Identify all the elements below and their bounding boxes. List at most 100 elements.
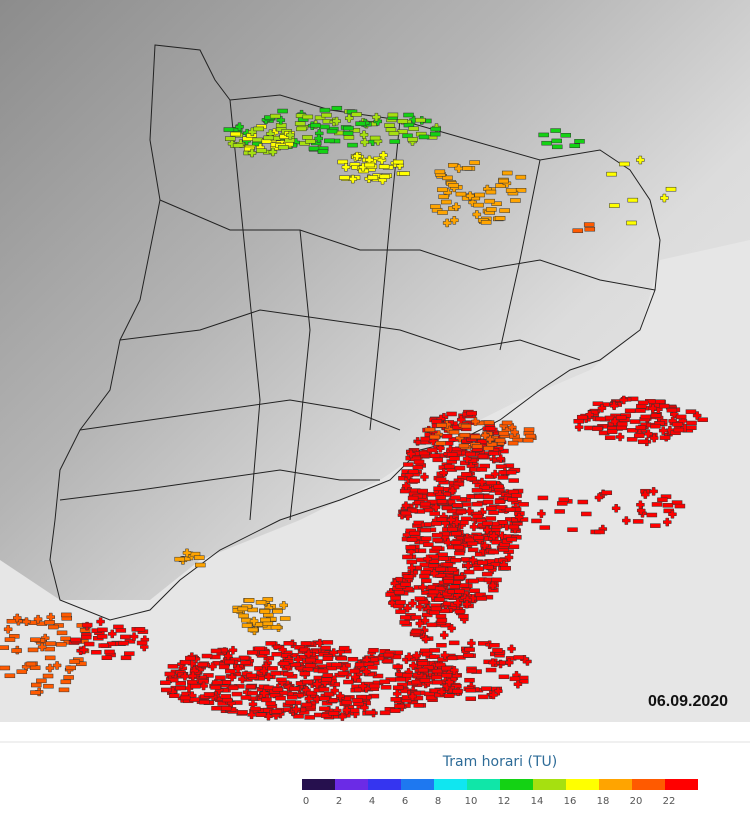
lightning	[270, 671, 281, 676]
lightning	[294, 645, 305, 650]
lightning	[452, 503, 463, 508]
lightning	[460, 423, 472, 429]
lightning	[331, 105, 343, 111]
lightning	[29, 665, 41, 670]
lightning	[390, 595, 401, 601]
lightning	[457, 415, 466, 424]
lightning	[451, 531, 462, 536]
lightning	[330, 686, 339, 695]
lightning	[441, 673, 453, 678]
lightning	[615, 432, 625, 442]
lightning	[415, 117, 426, 123]
lightning	[462, 653, 474, 658]
lightning	[362, 667, 371, 676]
lightning	[441, 199, 452, 205]
lightning	[175, 685, 186, 691]
lightning	[489, 531, 498, 541]
lightning	[56, 642, 67, 647]
lightning	[454, 609, 466, 614]
lightning	[441, 665, 452, 671]
lightning	[318, 696, 330, 701]
lightning	[429, 453, 441, 458]
lightning	[269, 693, 281, 698]
lightning	[246, 673, 257, 679]
lightning	[442, 505, 453, 511]
lightning	[495, 464, 507, 469]
lightning	[449, 456, 460, 461]
lightning	[232, 143, 244, 148]
lightning	[410, 629, 422, 635]
lightning	[443, 693, 455, 698]
lightning	[81, 634, 92, 640]
lightning	[464, 647, 475, 652]
lightning	[365, 710, 376, 715]
lightning	[408, 469, 419, 474]
lightning	[351, 112, 362, 117]
legend-tick: 6	[402, 796, 408, 807]
lightning	[401, 501, 411, 510]
lightning	[187, 679, 198, 685]
lightning	[255, 712, 267, 717]
lightning	[259, 650, 270, 655]
lightning	[352, 698, 363, 703]
lightning	[490, 469, 500, 479]
lightning	[44, 620, 55, 625]
lightning	[101, 655, 113, 661]
lightning	[203, 692, 215, 697]
lightning	[508, 524, 520, 530]
lightning	[188, 671, 198, 681]
lightning	[454, 465, 466, 471]
lightning	[454, 589, 465, 594]
lightning	[402, 554, 413, 560]
lightning	[626, 428, 638, 433]
lightning	[331, 662, 342, 668]
lightning	[473, 566, 484, 571]
lightning	[201, 653, 213, 659]
legend-swatch	[302, 779, 335, 790]
lightning	[431, 521, 442, 526]
lightning	[129, 632, 139, 641]
lightning	[291, 705, 301, 714]
lightning	[458, 443, 470, 449]
lightning	[96, 617, 105, 626]
lightning	[641, 490, 650, 499]
lightning	[417, 661, 429, 666]
lightning	[328, 711, 340, 716]
lightning	[453, 598, 462, 608]
lightning	[436, 643, 447, 648]
lightning	[199, 681, 208, 691]
lightning	[304, 663, 316, 668]
lightning	[321, 677, 332, 682]
lightning	[385, 127, 397, 133]
lightning	[52, 661, 62, 670]
lightning	[184, 683, 194, 693]
lightning	[310, 123, 321, 128]
lightning-layer	[0, 105, 708, 721]
lightning	[481, 431, 490, 440]
lightning	[488, 451, 499, 456]
lightning	[489, 643, 500, 648]
lightning	[569, 143, 581, 148]
lightning	[581, 511, 592, 517]
lightning	[250, 706, 261, 712]
lightning	[443, 579, 454, 584]
lightning	[228, 645, 238, 655]
lightning	[220, 706, 232, 711]
lightning	[194, 555, 205, 560]
lightning	[270, 624, 282, 630]
legend-tick: 22	[663, 796, 676, 807]
lightning	[649, 487, 658, 496]
lightning	[629, 419, 641, 424]
lightning	[686, 420, 697, 426]
lightning	[306, 690, 317, 696]
lightning	[442, 218, 452, 228]
lightning	[180, 660, 191, 665]
lightning	[572, 228, 584, 233]
lightning	[476, 467, 488, 472]
lightning	[604, 435, 616, 440]
lightning	[399, 615, 411, 620]
lightning	[369, 135, 381, 141]
lightning	[429, 654, 440, 659]
lightning	[434, 169, 446, 175]
lightning	[399, 171, 410, 176]
